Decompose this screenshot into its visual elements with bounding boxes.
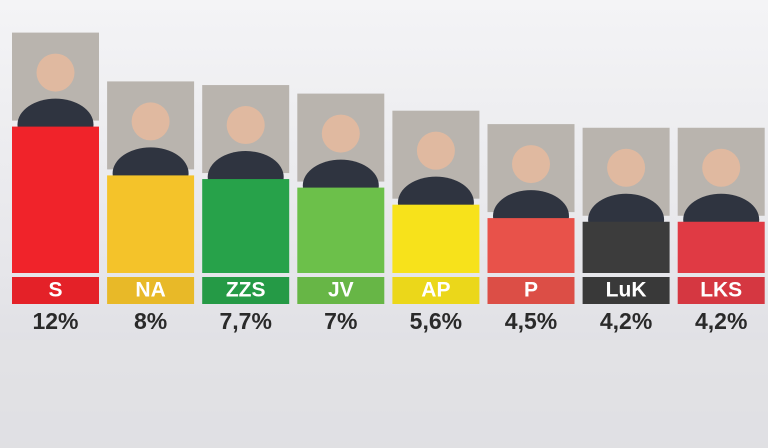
label-strip xyxy=(297,277,385,304)
label-strip xyxy=(202,277,290,304)
portrait-head xyxy=(416,131,455,170)
bar xyxy=(582,221,670,273)
category-label: P xyxy=(524,279,538,302)
label-strip xyxy=(12,277,99,304)
portrait-head xyxy=(36,53,75,92)
portrait-head xyxy=(512,145,550,184)
portrait-head xyxy=(131,102,170,141)
bar xyxy=(487,218,575,273)
bar xyxy=(392,204,480,273)
value-label: 12% xyxy=(32,308,78,334)
category-label: LKS xyxy=(700,279,742,302)
category-label: JV xyxy=(328,279,354,302)
label-strip xyxy=(107,277,195,304)
portrait-head xyxy=(321,114,360,153)
value-label: 7,7% xyxy=(219,308,271,334)
category-label: NA xyxy=(135,279,165,302)
value-label: 5,6% xyxy=(410,308,462,334)
category-label: LuK xyxy=(606,279,647,302)
category-label: S xyxy=(48,279,62,302)
portrait-head xyxy=(226,106,265,145)
value-label: 4,2% xyxy=(695,308,747,334)
label-strip xyxy=(487,277,575,304)
bar xyxy=(677,221,765,273)
portrait-head xyxy=(607,148,646,187)
label-strip xyxy=(677,277,765,304)
bar xyxy=(297,187,385,273)
portrait-head xyxy=(702,148,741,187)
floor xyxy=(0,340,768,448)
value-label: 7% xyxy=(324,308,357,334)
category-label: AP xyxy=(421,279,450,302)
value-label: 4,2% xyxy=(600,308,652,334)
value-label: 4,5% xyxy=(505,308,557,334)
value-label: 8% xyxy=(134,308,167,334)
bar xyxy=(202,179,290,273)
bar xyxy=(107,175,195,273)
label-strip xyxy=(582,277,670,304)
bar xyxy=(12,126,99,273)
label-strip xyxy=(392,277,480,304)
category-label: ZZS xyxy=(226,279,266,302)
